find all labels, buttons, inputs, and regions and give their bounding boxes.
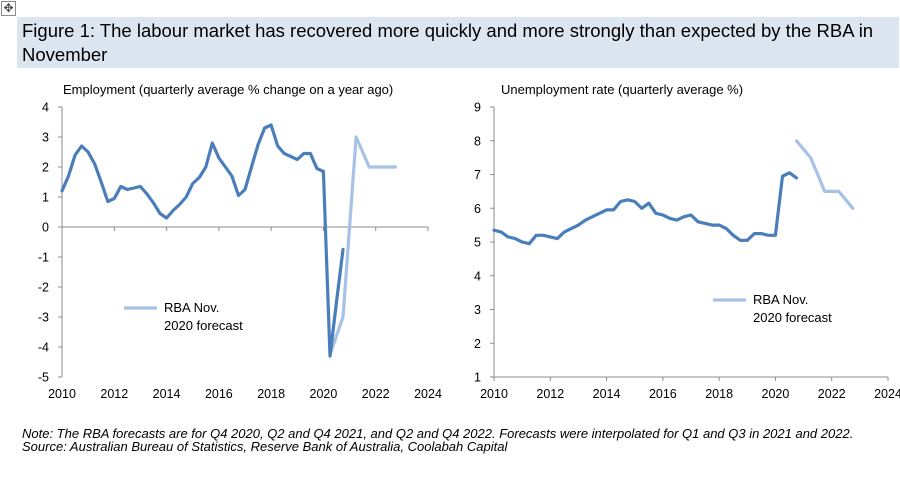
y-tick-label: 3	[474, 303, 481, 317]
x-tick-label: 2022	[818, 387, 846, 401]
chart-title: Unemployment rate (quarterly average %)	[501, 82, 743, 97]
x-tick-label: 2018	[705, 387, 733, 401]
y-tick-label: 0	[42, 221, 49, 235]
y-tick-label: 9	[474, 101, 481, 115]
y-tick-label: 6	[474, 202, 481, 216]
y-tick-label: -4	[38, 341, 49, 355]
y-tick-label: 4	[42, 101, 49, 115]
legend-label: 2020 forecast	[164, 318, 243, 333]
x-tick-label: 2020	[310, 387, 338, 401]
x-tick-label: 2014	[153, 387, 181, 401]
x-tick-label: 2012	[100, 387, 128, 401]
y-tick-label: -5	[38, 371, 49, 385]
legend-label: RBA Nov.	[753, 292, 808, 307]
y-tick-label: 1	[474, 371, 481, 385]
y-tick-label: 2	[474, 337, 481, 351]
figure-title: Figure 1: The labour market has recovere…	[17, 17, 899, 68]
employment-chart: Employment (quarterly average % change o…	[38, 82, 442, 401]
x-tick-label: 2022	[362, 387, 390, 401]
chart-title: Employment (quarterly average % change o…	[63, 82, 393, 97]
unemployment-chart: Unemployment rate (quarterly average %) 1…	[474, 82, 900, 401]
forecast-series-line	[794, 139, 855, 210]
y-tick-label: 5	[474, 236, 481, 250]
actual-series-line	[492, 171, 799, 246]
footnote-note: Note: The RBA forecasts are for Q4 2020,…	[22, 426, 854, 441]
y-tick-label: -1	[38, 251, 49, 265]
x-tick-label: 2014	[593, 387, 621, 401]
y-tick-label: 8	[474, 134, 481, 148]
x-tick-label: 2018	[257, 387, 285, 401]
y-tick-label: 4	[474, 269, 481, 283]
y-tick-label: 3	[42, 131, 49, 145]
x-tick-label: 2012	[536, 387, 564, 401]
y-tick-label: -2	[38, 281, 49, 295]
legend-label: RBA Nov.	[164, 300, 219, 315]
move-handle-icon[interactable]: ✥	[1, 1, 16, 16]
y-tick-label: 1	[42, 191, 49, 205]
x-tick-label: 2020	[762, 387, 790, 401]
x-tick-label: 2010	[480, 387, 508, 401]
footnote: Note: The RBA forecasts are for Q4 2020,…	[22, 427, 892, 453]
y-tick-label: 2	[42, 161, 49, 175]
forecast-series-line	[328, 135, 397, 357]
x-tick-label: 2016	[205, 387, 233, 401]
legend-label: 2020 forecast	[753, 310, 832, 325]
y-tick-label: 7	[474, 168, 481, 182]
actual-series-line	[60, 123, 345, 358]
x-tick-label: 2010	[48, 387, 76, 401]
x-tick-label: 2024	[874, 387, 900, 401]
footnote-source: Source: Australian Bureau of Statistics,…	[22, 439, 508, 454]
y-tick-label: -3	[38, 311, 49, 325]
x-tick-label: 2024	[414, 387, 442, 401]
x-tick-label: 2016	[649, 387, 677, 401]
